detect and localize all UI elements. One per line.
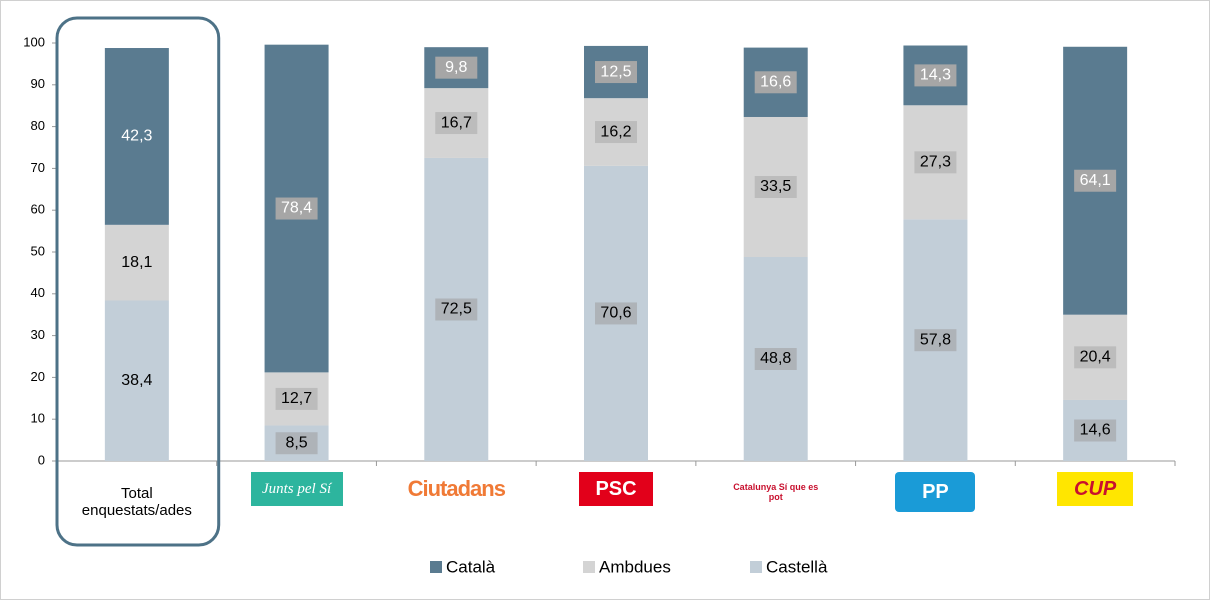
y-tick-label: 80 — [31, 118, 45, 133]
legend-swatch — [430, 561, 442, 573]
category-label: Ciutadans — [407, 476, 506, 501]
y-tick-label: 90 — [31, 76, 45, 91]
legend-label: Castellà — [766, 557, 828, 576]
party-logo: Ciutadans — [407, 476, 506, 501]
label-box — [435, 56, 478, 79]
party-logo: Junts pel Sí — [250, 472, 343, 506]
bar-segment — [104, 48, 169, 225]
bar-segment — [104, 224, 169, 301]
data-label: 42,3 — [121, 128, 152, 145]
label-box — [1074, 346, 1117, 369]
party-logo: PSC — [579, 472, 653, 506]
party-logo: Catalunya Sí que es pot — [733, 482, 819, 502]
legend-label: Ambdues — [599, 557, 671, 576]
data-label: 27,3 — [920, 154, 951, 171]
data-label: 33,5 — [760, 178, 791, 195]
label-box — [1074, 419, 1117, 442]
data-label: 70,6 — [600, 305, 631, 322]
legend-swatch — [583, 561, 595, 573]
data-label: 14,3 — [920, 67, 951, 84]
y-tick-label: 70 — [31, 160, 45, 175]
label-box — [1074, 169, 1117, 192]
data-label: 20,4 — [1080, 349, 1111, 366]
bar-segment — [104, 300, 169, 461]
label-box — [754, 71, 797, 94]
category-label: PSC — [579, 472, 653, 506]
label-box — [914, 64, 957, 87]
category-label: Catalunya Sí que es pot — [733, 482, 819, 502]
data-label: 64,1 — [1080, 172, 1111, 189]
y-tick-label: 10 — [31, 411, 45, 426]
data-label: 16,6 — [760, 74, 791, 91]
label-box — [435, 298, 478, 321]
label-box — [275, 387, 318, 410]
y-tick-label: 40 — [31, 285, 45, 300]
party-logo: CUP — [1057, 472, 1134, 506]
label-box — [595, 121, 637, 144]
data-label: 72,5 — [441, 301, 472, 318]
y-tick-label: 0 — [38, 452, 45, 467]
x-tick-label: Total enquestats/ades — [81, 485, 192, 519]
label-box — [914, 151, 957, 174]
y-tick-label: 30 — [31, 327, 45, 342]
label-box — [275, 197, 318, 220]
label-box — [914, 329, 957, 352]
highlight-frame — [55, 16, 221, 547]
party-logo: PP — [895, 472, 976, 512]
label-box — [595, 302, 637, 325]
category-label: Total enquestats/ades — [81, 485, 192, 519]
data-label: 12,5 — [600, 63, 631, 80]
label-box — [754, 348, 797, 371]
y-tick-label: 60 — [31, 202, 45, 217]
category-label: PP — [895, 472, 976, 512]
y-tick-label: 50 — [31, 243, 45, 258]
data-label: 8,5 — [285, 434, 307, 451]
label-box — [435, 112, 478, 135]
data-label: 78,4 — [281, 200, 312, 217]
label-box — [275, 432, 318, 455]
data-label: 16,2 — [600, 123, 631, 140]
data-label: 48,8 — [760, 350, 791, 367]
data-label: 57,8 — [920, 331, 951, 348]
data-label: 16,7 — [441, 114, 472, 131]
label-box — [595, 61, 637, 84]
data-label: 12,7 — [281, 390, 312, 407]
data-label: 9,8 — [445, 59, 467, 76]
data-label: 14,6 — [1080, 422, 1111, 439]
data-label: 18,1 — [121, 254, 152, 271]
legend-label: Català — [446, 557, 496, 576]
y-tick-label: 100 — [23, 34, 45, 49]
label-box — [754, 176, 797, 199]
legend-swatch — [750, 561, 762, 573]
category-label: CUP — [1057, 472, 1134, 506]
category-label: Junts pel Sí — [250, 472, 343, 506]
y-tick-label: 20 — [31, 369, 45, 384]
data-label: 38,4 — [121, 372, 152, 389]
